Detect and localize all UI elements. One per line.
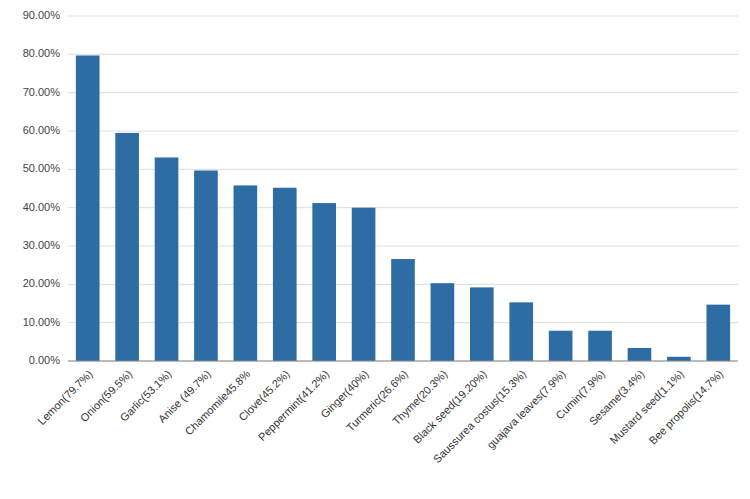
chart-container: 0.00% 10.00% 20.00% 30.00% 40.00% 50.00% 60.00… bbox=[0, 0, 750, 499]
y-tick-label: 60.00% bbox=[23, 124, 61, 136]
bar bbox=[431, 283, 455, 361]
y-tick-label: 50.00% bbox=[23, 162, 61, 174]
y-tick-label: 10.00% bbox=[23, 316, 61, 328]
y-tick-label: 20.00% bbox=[23, 277, 61, 289]
x-axis: Lemon(79.7%)Onion(59.5%)Garlic(53.1%)Ani… bbox=[35, 367, 725, 465]
x-tick-label: guajava leaves(7.9%) bbox=[484, 368, 567, 451]
y-tick-label: 80.00% bbox=[23, 47, 61, 59]
y-tick-label: 0.00% bbox=[29, 354, 60, 366]
bar bbox=[273, 188, 297, 361]
y-tick-label: 90.00% bbox=[23, 9, 61, 21]
grid-line bbox=[68, 54, 738, 55]
bar bbox=[194, 170, 218, 361]
bar bbox=[628, 348, 652, 361]
x-tick-label: Bee propolis(14.7%) bbox=[646, 368, 725, 447]
grid-line bbox=[68, 131, 738, 132]
bar bbox=[76, 55, 100, 361]
x-tick-label: Peppermint(41.2%) bbox=[256, 368, 332, 444]
x-tick-label: Mustard seed(1.1%) bbox=[607, 368, 686, 447]
x-tick-label: Chamomile45.8% bbox=[183, 367, 253, 437]
bar bbox=[391, 259, 415, 361]
y-tick-label: 70.00% bbox=[23, 86, 61, 98]
bar bbox=[115, 133, 139, 361]
bar bbox=[234, 185, 258, 361]
grid-line bbox=[68, 92, 738, 93]
y-tick-label: 40.00% bbox=[23, 201, 61, 213]
bars bbox=[76, 55, 730, 361]
bar bbox=[706, 305, 730, 361]
y-tick-label: 30.00% bbox=[23, 239, 61, 251]
bar bbox=[667, 357, 691, 361]
bar bbox=[509, 302, 533, 361]
chart: 0.00% 10.00% 20.00% 30.00% 40.00% 50.00% 60.00… bbox=[0, 0, 750, 499]
x-axis-line bbox=[68, 361, 738, 362]
bar bbox=[549, 331, 573, 361]
bar bbox=[312, 203, 336, 361]
grid-line bbox=[68, 361, 738, 362]
y-axis: 0.00% 10.00% 20.00% 30.00% 40.00% 50.00% 60.00… bbox=[23, 9, 61, 366]
bar bbox=[352, 208, 376, 361]
grid-line bbox=[68, 16, 738, 17]
grid bbox=[68, 16, 738, 361]
x-tick-label: Black seed(19.20%) bbox=[411, 368, 489, 446]
bar bbox=[470, 287, 494, 361]
bar bbox=[588, 331, 612, 361]
bar bbox=[155, 157, 179, 361]
